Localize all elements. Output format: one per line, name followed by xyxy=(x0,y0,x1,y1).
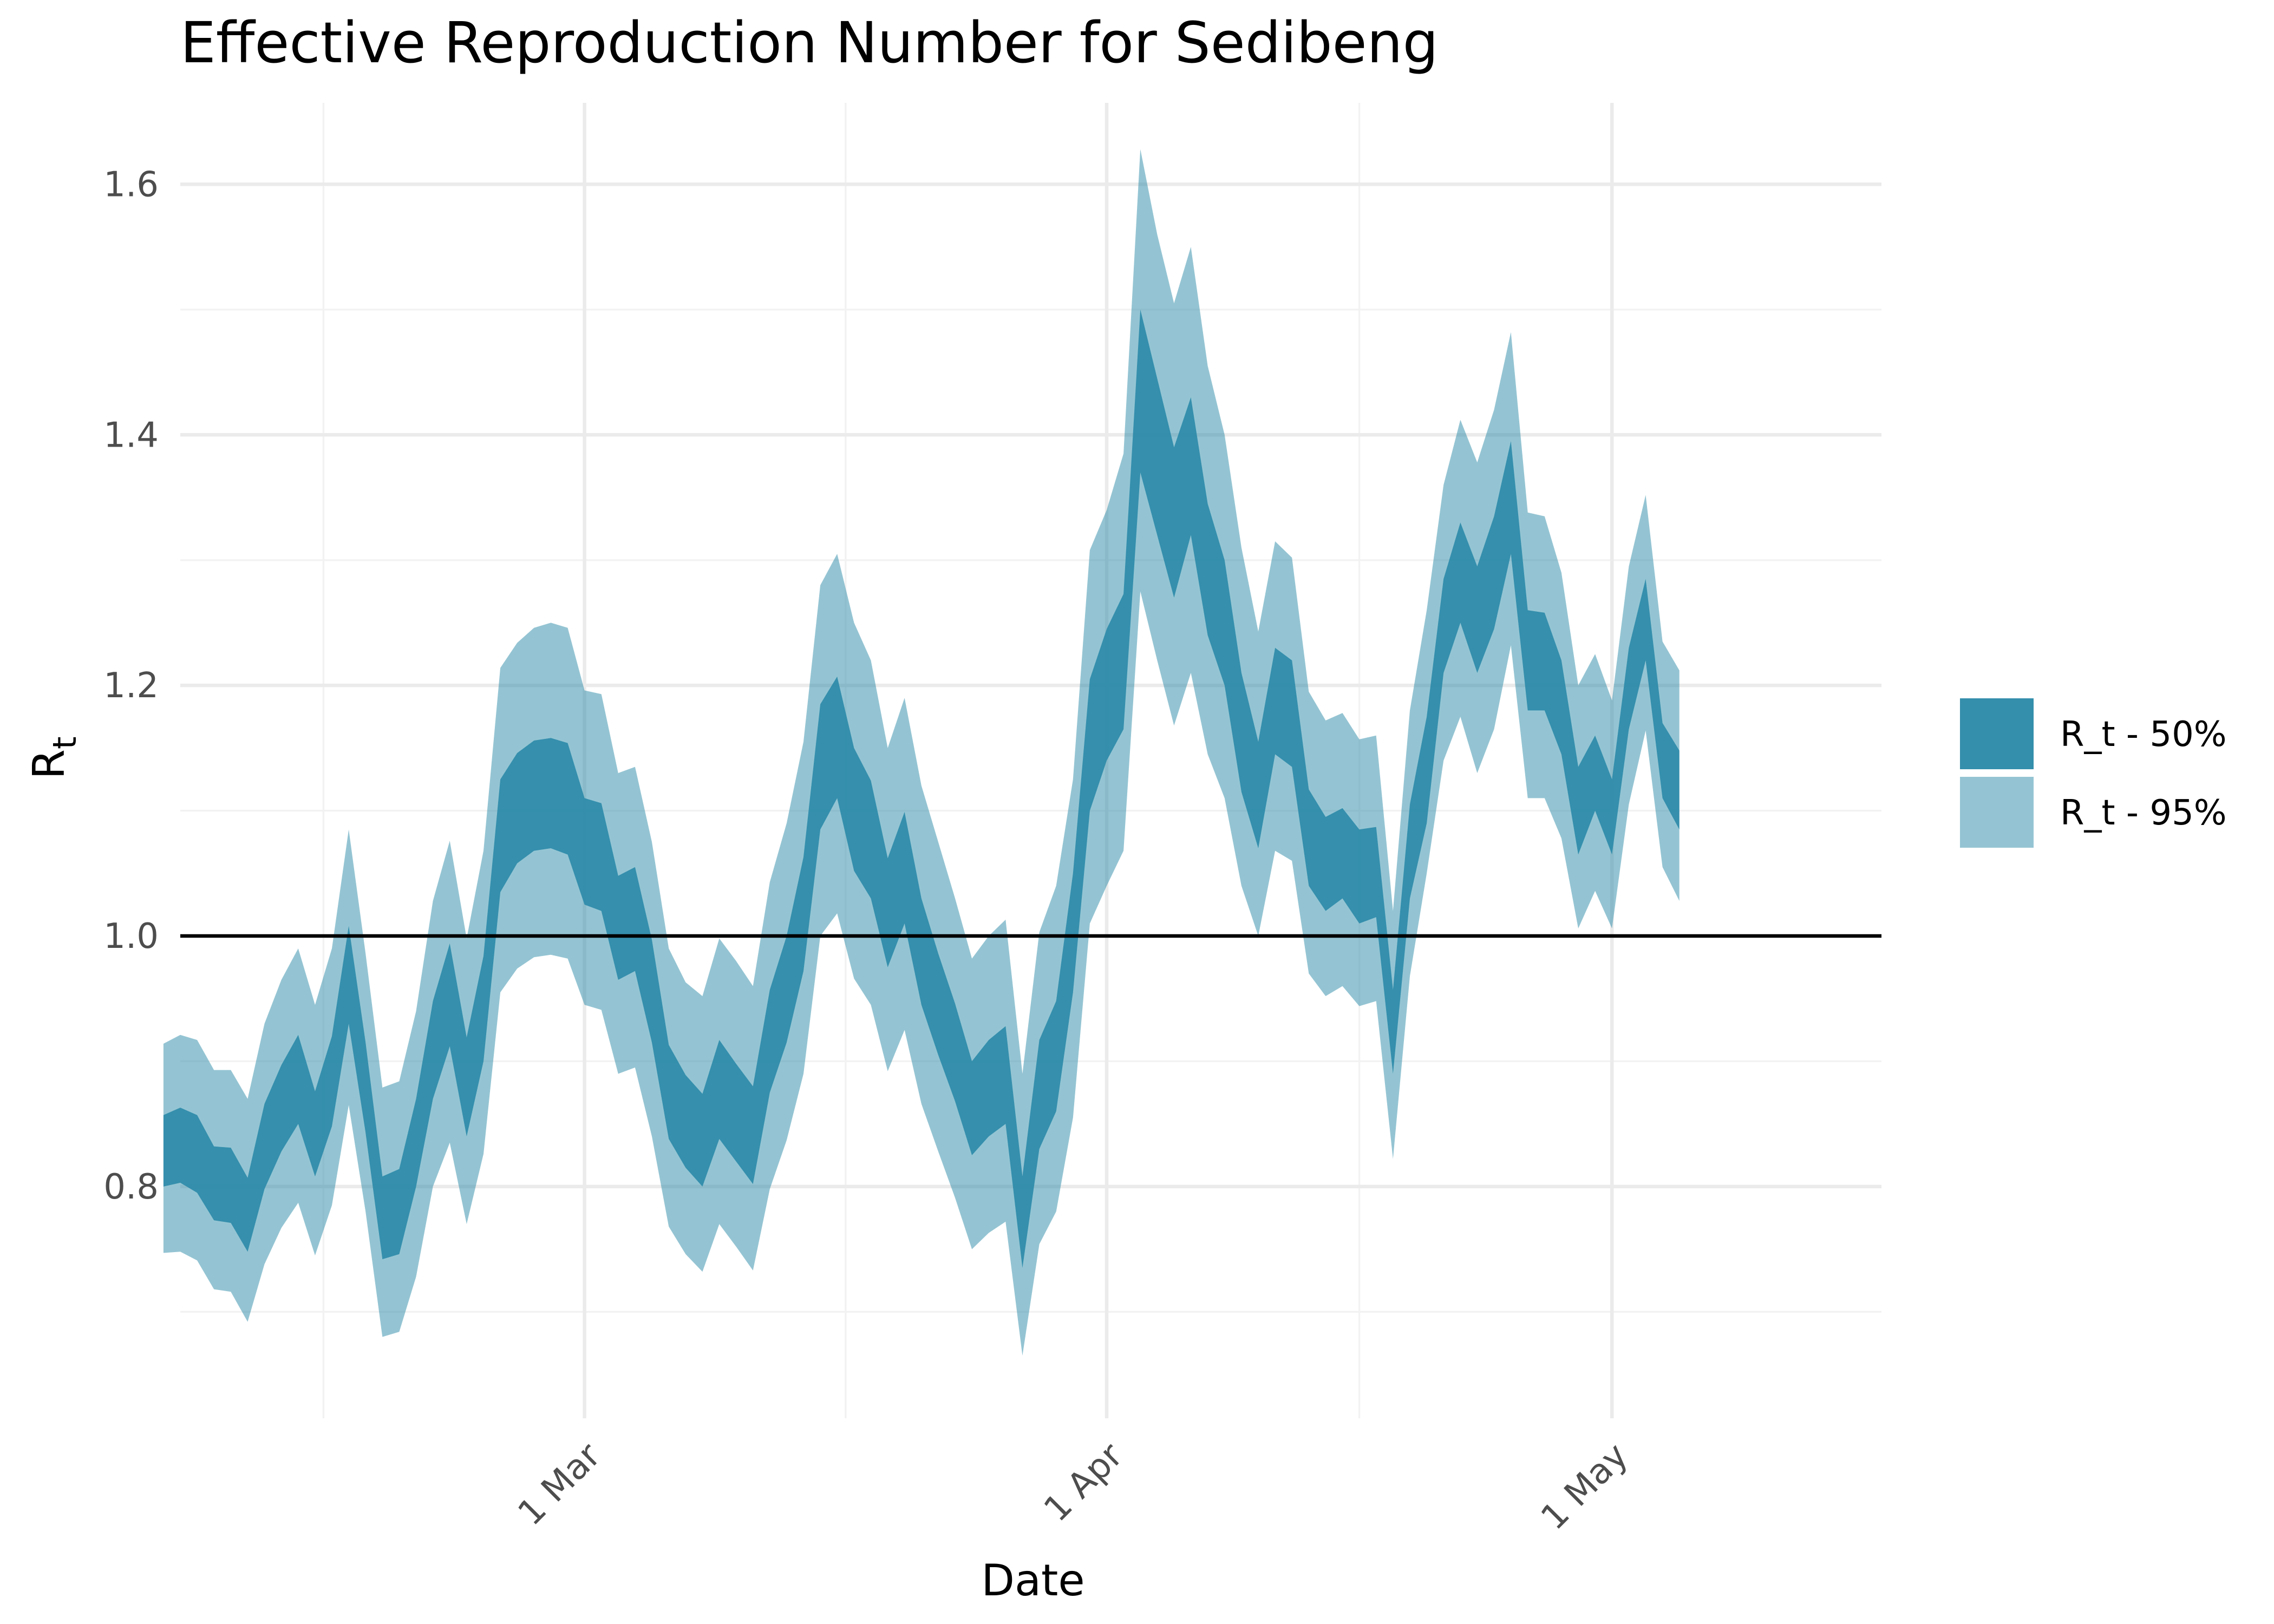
x-tick-label: 1 Apr xyxy=(1036,1435,1131,1529)
legend-label-50: R_t - 50% xyxy=(2060,715,2227,755)
y-tick-label: 1.2 xyxy=(103,666,159,706)
legend: R_t - 50% R_t - 95% xyxy=(1960,698,2227,848)
x-tick-label: 1 Mar xyxy=(511,1435,609,1533)
ribbon-bands xyxy=(163,149,1680,1356)
legend-key-95 xyxy=(1960,777,2034,848)
y-tick-label: 1.0 xyxy=(103,916,159,957)
y-tick-label: 1.6 xyxy=(103,165,159,205)
x-axis-title: Date xyxy=(981,1555,1084,1606)
x-axis-tick-labels: 1 Mar 1 Apr 1 May xyxy=(511,1435,1636,1538)
y-axis-title: Rt xyxy=(24,736,84,779)
x-tick-label: 1 May xyxy=(1533,1436,1636,1538)
svg-text:Rt: Rt xyxy=(24,736,84,779)
band-95-percent xyxy=(163,149,1680,1356)
y-tick-label: 0.8 xyxy=(103,1167,159,1207)
y-tick-label: 1.4 xyxy=(103,415,159,455)
legend-key-50-overlay xyxy=(1960,698,2034,769)
y-axis-title-subscript: t xyxy=(46,736,84,749)
y-axis-title-main: R xyxy=(24,749,74,780)
chart-title: Effective Reproduction Number for Sedibe… xyxy=(180,10,1439,76)
band-50-percent xyxy=(163,309,1680,1268)
legend-label-95: R_t - 95% xyxy=(2060,793,2227,833)
y-axis-tick-labels: 0.8 1.0 1.2 1.4 1.6 xyxy=(103,165,159,1207)
